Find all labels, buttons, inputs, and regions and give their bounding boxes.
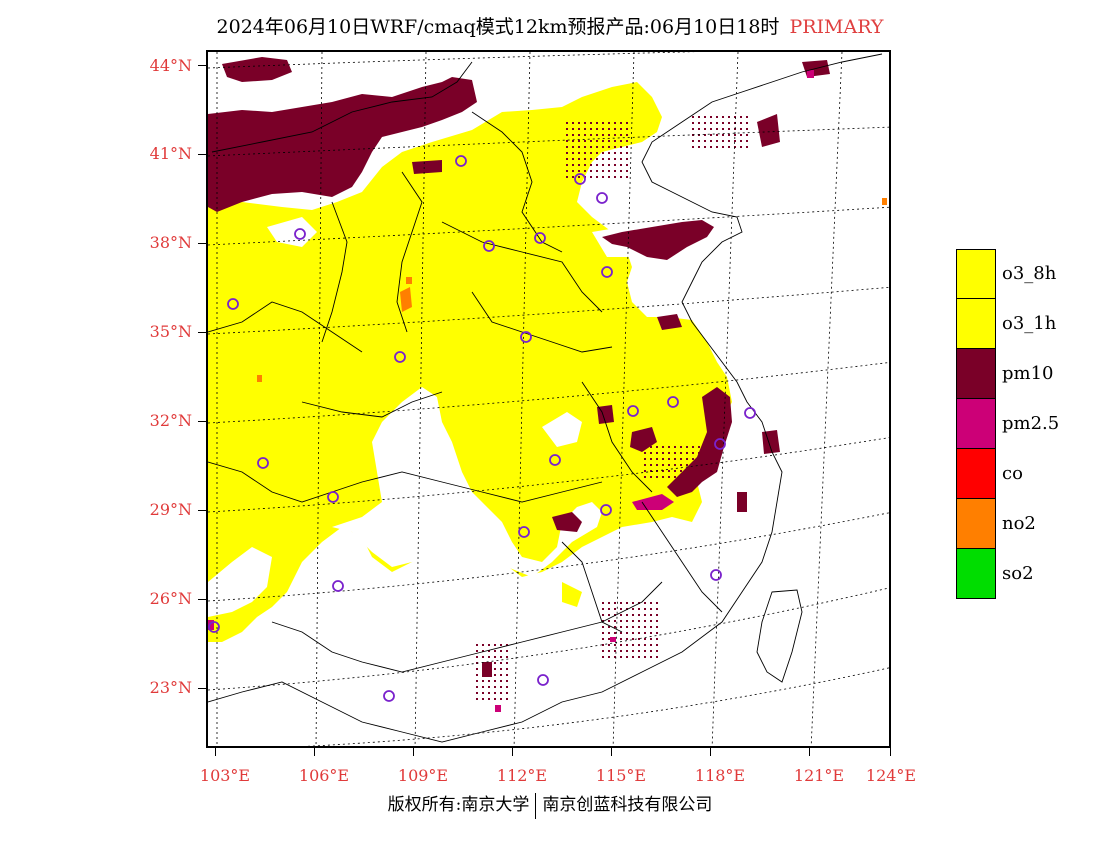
lon-label-106: 106°E [298,766,350,785]
legend-swatch [956,249,996,299]
title-primary-tag: PRIMARY [789,16,884,38]
lat-tick [198,599,206,600]
lat-label-38: 38°N [149,233,192,252]
legend-item-so2: so2 [956,549,1096,599]
lon-label-124: 124°E [865,766,917,785]
lat-tick [198,332,206,333]
lat-label-23: 23°N [149,678,192,697]
lon-tick [611,748,612,756]
chart-title: 2024年06月10日WRF/cmaq模式12km预报产品:06月10日18时 P… [0,12,1100,39]
legend-item-no2: no2 [956,499,1096,549]
lat-label-26: 26°N [149,589,192,608]
lat-tick [198,154,206,155]
lat-tick [198,510,206,511]
lat-tick [198,243,206,244]
lat-tick [198,65,206,66]
lat-label-29: 29°N [149,500,192,519]
legend-item-o3-8h: o3_8h [956,249,1096,299]
lon-tick [809,748,810,756]
lat-label-44: 44°N [149,56,192,75]
lat-tick [198,688,206,689]
lat-tick [198,421,206,422]
footer-separator [535,792,537,819]
pm10-scatter [472,112,752,702]
legend-swatch [956,449,996,499]
legend-swatch [956,349,996,399]
legend-label: pm10 [1002,363,1054,384]
no2-field [257,198,887,382]
pm10-field [208,57,830,677]
legend-swatch [956,499,996,549]
boundaries [208,53,883,743]
map-panel [206,50,891,748]
legend-label: o3_8h [1002,263,1057,284]
lon-label-115: 115°E [595,766,647,785]
station-markers [208,155,756,702]
lon-tick [413,748,414,756]
footer-right: 南京创蓝科技有限公司 [542,795,713,815]
lon-tick [314,748,315,756]
lon-label-109: 109°E [397,766,449,785]
legend-label: so2 [1002,563,1034,584]
footer-credit: 版权所有:南京大学 南京创蓝科技有限公司 [0,790,1100,819]
legend-item-co: co [956,449,1096,499]
lon-label-121: 121°E [793,766,845,785]
lon-label-112: 112°E [496,766,548,785]
legend-swatch [956,549,996,599]
lon-label-118: 118°E [694,766,746,785]
lon-tick [512,748,513,756]
lon-tick [890,748,891,756]
legend-swatch [956,299,996,349]
legend-label: co [1002,463,1023,484]
legend-item-pm25: pm2.5 [956,399,1096,449]
lon-label-103: 103°E [199,766,251,785]
legend-label: pm2.5 [1002,413,1060,434]
lat-label-35: 35°N [149,322,192,341]
legend-swatch [956,399,996,449]
map-canvas [208,52,889,746]
lon-tick [710,748,711,756]
legend-label: o3_1h [1002,313,1057,334]
footer-left: 版权所有:南京大学 [387,795,530,815]
legend-item-o3-1h: o3_1h [956,299,1096,349]
lat-label-41: 41°N [149,144,192,163]
lon-tick [215,748,216,756]
legend-label: no2 [1002,513,1036,534]
title-main: 2024年06月10日WRF/cmaq模式12km预报产品:06月10日18时 [216,16,780,38]
legend-item-pm10: pm10 [956,349,1096,399]
legend: o3_8h o3_1h pm10 pm2.5 co no2 so2 [956,249,1096,599]
lat-label-32: 32°N [149,411,192,430]
